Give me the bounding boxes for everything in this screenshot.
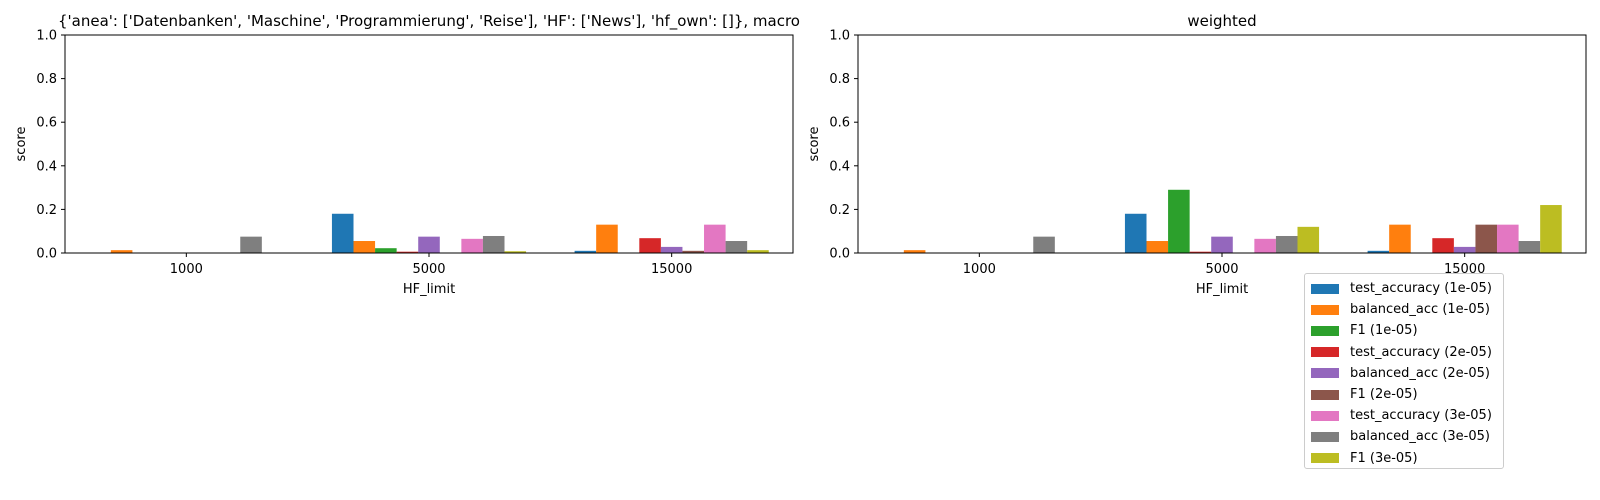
legend-item: balanced_acc (2e-05) (1311, 363, 1497, 384)
legend-label: balanced_acc (1e-05) (1350, 302, 1490, 318)
legend-item: balanced_acc (1e-05) (1311, 299, 1497, 320)
legend-label: test_accuracy (3e-05) (1350, 408, 1492, 424)
legend-label: balanced_acc (2e-05) (1350, 365, 1490, 381)
bar (1124, 213, 1147, 253)
bar (375, 248, 397, 253)
weighted-y-tick-label: 0.0 (829, 247, 850, 262)
macro-x-ticks: 1000 5000 15000 (170, 262, 693, 277)
weighted-y-ticks: 0.0 0.2 0.4 0.6 0.8 1.0 (829, 29, 850, 262)
macro-bars (110, 213, 769, 253)
bar (240, 236, 262, 253)
weighted-y-tick-label: 0.8 (829, 72, 850, 87)
legend: test_accuracy (1e-05) balanced_acc (1e-0… (1304, 273, 1504, 469)
bar (903, 250, 926, 253)
bar (1497, 224, 1519, 253)
legend-item: balanced_acc (3e-05) (1311, 426, 1497, 447)
weighted-y-tick-label: 0.2 (829, 203, 850, 218)
bar (1211, 236, 1233, 253)
weighted-x-axis-label: HF_limit (1196, 282, 1248, 297)
macro-y-tick-label: 0.8 (36, 72, 57, 87)
bar (639, 238, 661, 253)
legend-item: F1 (1e-05) (1311, 320, 1497, 341)
bar (1168, 189, 1190, 253)
bar (110, 250, 133, 253)
bar (725, 241, 748, 253)
macro-panel: {'anea': ['Datenbanken', 'Maschine', 'Pr… (14, 12, 800, 297)
bar (596, 224, 618, 253)
bar (1367, 250, 1390, 253)
bar (1254, 238, 1276, 253)
macro-plot-frame (64, 34, 794, 254)
macro-y-axis-label: score (14, 127, 29, 162)
weighted-y-tick-label: 0.6 (829, 116, 850, 131)
macro-x-tick-label: 15000 (651, 262, 692, 277)
bar (1297, 226, 1320, 253)
macro-y-tick-label: 0.4 (36, 159, 57, 174)
legend-label: test_accuracy (1e-05) (1350, 281, 1492, 297)
bar (1540, 205, 1562, 253)
macro-x-axis-label: HF_limit (403, 282, 455, 297)
bar (482, 235, 505, 253)
macro-chart-title: {'anea': ['Datenbanken', 'Maschine', 'Pr… (58, 12, 800, 31)
bar (1189, 251, 1212, 253)
legend-label: F1 (1e-05) (1350, 323, 1418, 339)
weighted-bars (903, 189, 1562, 253)
bar (1432, 238, 1454, 253)
legend-swatch (1311, 453, 1339, 464)
legend-item: test_accuracy (3e-05) (1311, 405, 1497, 426)
bar (331, 213, 354, 253)
weighted-y-tick-label: 1.0 (829, 29, 850, 44)
bar (1275, 235, 1298, 253)
legend-item: F1 (3e-05) (1311, 448, 1497, 469)
legend-swatch (1311, 368, 1339, 379)
bar (396, 251, 419, 253)
macro-y-tick-label: 0.0 (36, 247, 57, 262)
legend-label: test_accuracy (2e-05) (1350, 344, 1492, 360)
legend-swatch (1311, 325, 1339, 336)
bar (1146, 241, 1169, 253)
weighted-x-tick-label: 5000 (1205, 262, 1238, 277)
bar (660, 246, 683, 253)
weighted-chart-title: weighted (1187, 12, 1256, 30)
macro-y-tick-label: 0.6 (36, 116, 57, 131)
macro-x-tick-label: 5000 (412, 262, 445, 277)
weighted-plot-frame (857, 34, 1587, 254)
legend-swatch (1311, 304, 1339, 315)
weighted-x-tick-label: 1000 (963, 262, 996, 277)
macro-y-tick-label: 0.2 (36, 203, 57, 218)
bar (747, 250, 769, 253)
weighted-y-tick-label: 0.4 (829, 159, 850, 174)
legend-swatch (1311, 347, 1339, 358)
macro-y-tick-label: 1.0 (36, 29, 57, 44)
bar (574, 250, 597, 253)
bar (1389, 224, 1411, 253)
legend-swatch (1311, 283, 1339, 294)
legend-item: test_accuracy (2e-05) (1311, 342, 1497, 363)
bar (1453, 246, 1476, 253)
legend-label: F1 (2e-05) (1350, 387, 1418, 403)
bar (353, 241, 376, 253)
legend-swatch (1311, 431, 1339, 442)
legend-item: test_accuracy (1e-05) (1311, 278, 1497, 299)
bar (1475, 224, 1498, 253)
bar (1518, 241, 1541, 253)
macro-x-tick-label: 1000 (170, 262, 203, 277)
legend-label: F1 (3e-05) (1350, 450, 1418, 466)
weighted-y-axis-label: score (807, 127, 822, 162)
bar (461, 238, 483, 253)
macro-y-ticks: 0.0 0.2 0.4 0.6 0.8 1.0 (36, 29, 57, 262)
weighted-tick-marks (854, 34, 1466, 257)
bar (504, 251, 527, 253)
legend-item: F1 (2e-05) (1311, 384, 1497, 405)
bar (1033, 236, 1055, 253)
legend-swatch (1311, 389, 1339, 400)
bar (682, 250, 705, 253)
macro-tick-marks (61, 34, 673, 257)
legend-label: balanced_acc (3e-05) (1350, 429, 1490, 445)
bar (704, 224, 726, 253)
bar (418, 236, 440, 253)
legend-swatch (1311, 410, 1339, 421)
